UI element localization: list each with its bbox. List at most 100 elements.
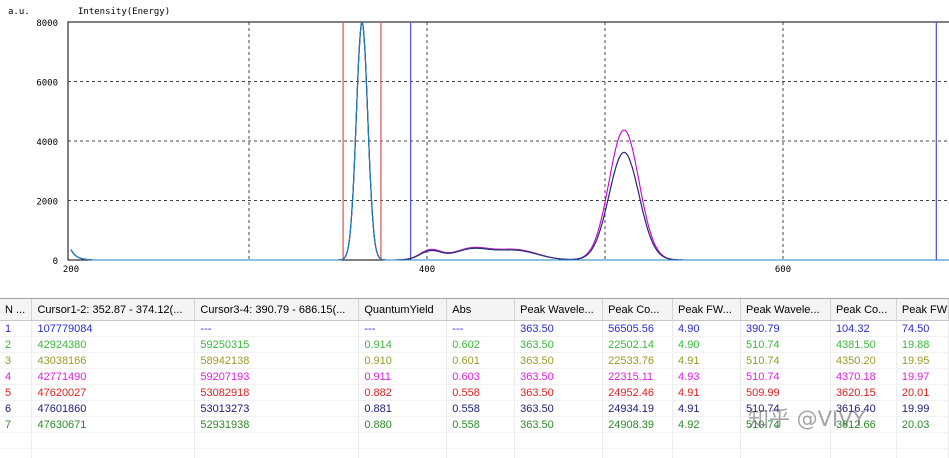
empty-cell <box>740 433 830 449</box>
chart-svg[interactable]: a.u. Intensity(Energy) 02000400060008000… <box>0 0 949 290</box>
table-cell: 0.558 <box>447 401 515 417</box>
empty-cell <box>447 433 515 449</box>
table-cell: 4.91 <box>673 385 741 401</box>
table-cell: 0.881 <box>359 401 447 417</box>
table-cell: 19.88 <box>896 337 948 353</box>
table-cell: 0.602 <box>447 337 515 353</box>
table-cell: 47601860 <box>32 401 195 417</box>
table-cell: 20.03 <box>896 417 948 433</box>
y-unit-label: a.u. <box>8 7 30 17</box>
table-cell: 363.50 <box>515 385 603 401</box>
table-cell: 53082918 <box>195 385 359 401</box>
column-header[interactable]: Peak Co... <box>830 299 896 321</box>
table-cell: 59207193 <box>195 369 359 385</box>
column-header[interactable]: Peak FW... <box>673 299 741 321</box>
table-cell: 59250315 <box>195 337 359 353</box>
table-cell: 47630671 <box>32 417 195 433</box>
table-cell: 363.50 <box>515 417 603 433</box>
column-header[interactable]: QuantumYield <box>359 299 447 321</box>
table-cell: 74.50 <box>896 321 948 337</box>
table-cell: 510.74 <box>740 369 830 385</box>
column-header[interactable]: Peak Co... <box>603 299 673 321</box>
table-header-row: N ...Cursor1-2: 352.87 - 374.12(...Curso… <box>0 299 949 321</box>
table-cell: 4 <box>0 369 32 385</box>
table-cell: 19.95 <box>896 353 948 369</box>
table-cell: 363.50 <box>515 337 603 353</box>
column-header[interactable]: Cursor1-2: 352.87 - 374.12(... <box>32 299 195 321</box>
empty-cell <box>673 433 741 449</box>
empty-cell <box>0 433 32 449</box>
table-cell: 43038166 <box>32 353 195 369</box>
table-cell: 19.99 <box>896 401 948 417</box>
chart-title: Intensity(Energy) <box>78 7 170 17</box>
table-cell: 24934.19 <box>603 401 673 417</box>
column-header[interactable]: Cursor3-4: 390.79 - 686.15(... <box>195 299 359 321</box>
results-table[interactable]: N ...Cursor1-2: 352.87 - 374.12(...Curso… <box>0 299 949 458</box>
table-cell: 0.910 <box>359 353 447 369</box>
column-header[interactable]: Peak Wavele... <box>740 299 830 321</box>
table-cell: 4370.18 <box>830 369 896 385</box>
table-cell: 4.92 <box>673 417 741 433</box>
table-cell: 2 <box>0 337 32 353</box>
results-table-panel[interactable]: N ...Cursor1-2: 352.87 - 374.12(...Curso… <box>0 298 949 458</box>
column-header[interactable]: Peak FW <box>896 299 948 321</box>
table-cell: 0.914 <box>359 337 447 353</box>
table-cell: 5 <box>0 385 32 401</box>
table-cell: 510.74 <box>740 337 830 353</box>
table-cell: 0.882 <box>359 385 447 401</box>
table-cell: 107779084 <box>32 321 195 337</box>
y-tick-label: 2000 <box>36 198 58 208</box>
table-cell: 0.603 <box>447 369 515 385</box>
y-tick-label: 0 <box>53 257 58 267</box>
table-cell: 52931938 <box>195 417 359 433</box>
table-cell: 22502.14 <box>603 337 673 353</box>
column-header[interactable]: N ... <box>0 299 32 321</box>
table-cell: 3620.15 <box>830 385 896 401</box>
table-cell: 4.90 <box>673 321 741 337</box>
table-cell: 0.911 <box>359 369 447 385</box>
table-cell: 4.90 <box>673 337 741 353</box>
watermark-text: 知乎 @VIVY <box>748 403 865 433</box>
column-header[interactable]: Abs <box>447 299 515 321</box>
empty-table-row <box>0 433 949 449</box>
y-tick-label: 8000 <box>36 19 58 29</box>
table-cell: 22533.76 <box>603 353 673 369</box>
table-cell: 24908.39 <box>603 417 673 433</box>
table-cell: 4.91 <box>673 353 741 369</box>
y-tick-label: 4000 <box>36 138 58 148</box>
table-cell: --- <box>195 321 359 337</box>
table-cell: 104.32 <box>830 321 896 337</box>
table-cell: 20.01 <box>896 385 948 401</box>
table-cell: 363.50 <box>515 401 603 417</box>
table-cell: 6 <box>0 401 32 417</box>
table-cell: 22315.11 <box>603 369 673 385</box>
table-cell: 363.50 <box>515 369 603 385</box>
empty-cell <box>603 433 673 449</box>
table-cell: --- <box>447 321 515 337</box>
table-cell: 58942138 <box>195 353 359 369</box>
table-cell: 0.558 <box>447 417 515 433</box>
table-cell: 390.79 <box>740 321 830 337</box>
table-cell: 56505.56 <box>603 321 673 337</box>
empty-cell <box>515 433 603 449</box>
table-cell: 0.880 <box>359 417 447 433</box>
table-cell: 42924380 <box>32 337 195 353</box>
table-cell: 363.50 <box>515 353 603 369</box>
empty-cell <box>830 433 896 449</box>
empty-cell <box>359 433 447 449</box>
x-tick-label: 200 <box>63 265 79 275</box>
table-cell: 4350.20 <box>830 353 896 369</box>
x-tick-label: 600 <box>775 265 791 275</box>
table-cell: 363.50 <box>515 321 603 337</box>
table-cell: 0.601 <box>447 353 515 369</box>
table-cell: 4381.50 <box>830 337 896 353</box>
empty-cell <box>896 433 948 449</box>
column-header[interactable]: Peak Wavele... <box>515 299 603 321</box>
